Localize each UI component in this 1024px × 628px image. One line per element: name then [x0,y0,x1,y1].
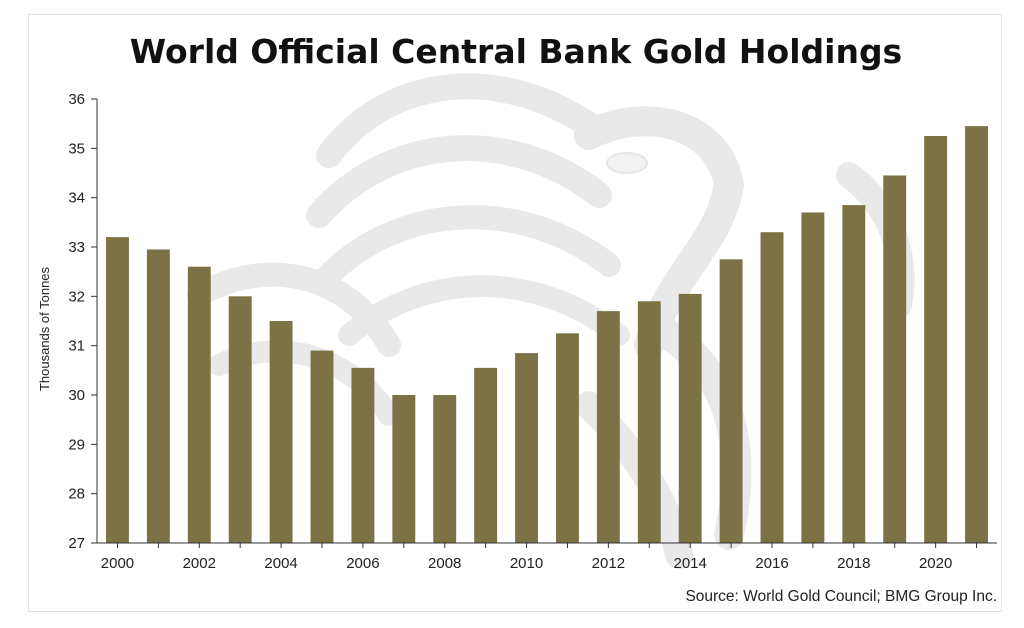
y-tick-label: 34 [68,190,85,207]
x-tick-label: 2002 [183,555,216,572]
bar-2013 [637,301,661,543]
x-tick-label: 2004 [264,555,297,572]
bar-2019 [883,175,907,543]
bar-2011 [556,333,579,543]
bar-2001 [146,249,170,543]
bar-2017 [801,212,825,543]
griffin-eye-icon [606,152,648,174]
x-tick-label: 2018 [837,555,870,572]
bar-2000 [106,237,129,543]
y-tick-label: 33 [68,239,85,256]
y-tick-label: 29 [68,436,85,453]
x-tick-label: 2006 [346,555,379,572]
bar-2020 [924,136,948,543]
y-tick-label: 35 [68,140,85,157]
y-tick-label: 28 [68,486,85,503]
y-tick-label: 32 [68,288,85,305]
bar-chart: World Official Central Bank Gold Holding… [37,32,997,605]
bars [106,126,988,543]
bar-2007 [392,395,416,543]
y-tick-label: 31 [68,338,85,355]
y-tick-label: 30 [68,387,85,404]
bar-2008 [433,395,457,543]
x-tick-label: 2008 [428,555,461,572]
bar-2006 [351,367,375,543]
griffin-watermark-icon [187,73,915,569]
source-note: Source: World Gold Council; BMG Group In… [685,588,997,605]
bar-2009 [474,367,498,543]
bar-2012 [596,311,620,543]
bar-2005 [310,350,334,543]
x-tick-label: 2000 [101,555,134,572]
bar-2021 [965,126,988,543]
x-tick-label: 2014 [673,555,706,572]
bar-2002 [187,266,211,543]
bar-2010 [515,353,538,543]
x-tick-label: 2012 [592,555,625,572]
chart-card: World Official Central Bank Gold Holding… [28,14,1002,612]
x-axis: 2000 2002 2004 2006 2008 2010 2012 2014 2016 2018… [101,543,978,572]
y-tick-label: 36 [68,91,85,108]
y-tick-label: 27 [68,535,85,552]
y-axis-label: Thousands of Tonnes [37,266,52,391]
x-tick-label: 2020 [919,555,952,572]
chart-title: World Official Central Bank Gold Holding… [130,32,902,71]
y-axis: 27 28 29 30 31 32 33 34 35 36 [68,91,97,552]
bar-2003 [228,296,252,543]
bar-2018 [842,205,866,543]
x-tick-label: 2016 [755,555,788,572]
bar-2015 [719,259,743,543]
x-tick-label: 2010 [510,555,543,572]
bar-2016 [760,232,784,543]
bar-2014 [678,293,702,543]
bar-2004 [269,321,293,543]
